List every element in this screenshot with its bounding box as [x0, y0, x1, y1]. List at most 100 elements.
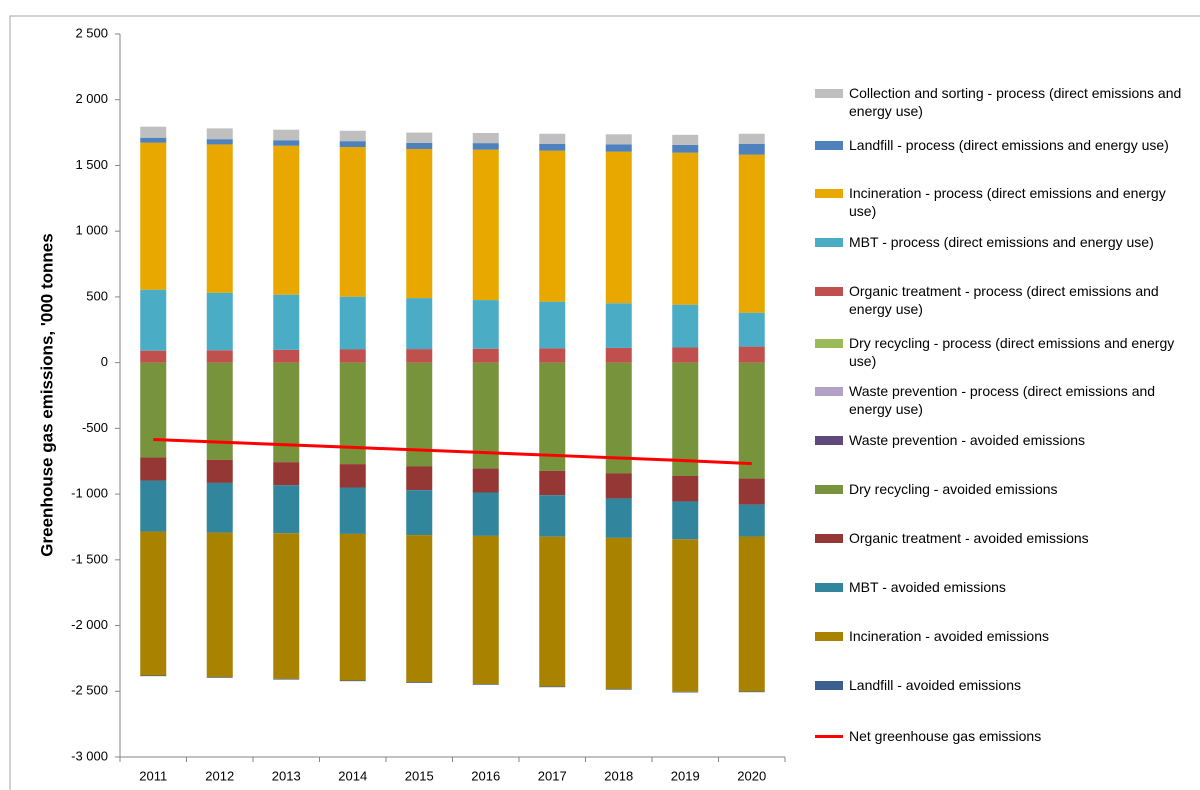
bar-segment	[206, 139, 233, 145]
y-tick-label: -1 500	[71, 551, 108, 566]
bar-segment	[605, 151, 632, 304]
bar-segment	[140, 350, 167, 363]
y-axis-title: Greenhouse gas emissions, '000 tonnes	[37, 233, 56, 556]
bar-segment	[738, 312, 765, 347]
bar-segment	[738, 504, 765, 537]
bar-segment	[406, 466, 433, 491]
bar-segment	[472, 535, 499, 685]
legend-entry: MBT - process (direct emissions and ener…	[815, 233, 1195, 251]
legend-entry: Organic treatment - process (direct emis…	[815, 282, 1195, 318]
bar-segment	[472, 132, 499, 144]
bar-segment	[406, 298, 433, 350]
legend-label: Dry recycling - avoided emissions	[849, 481, 1058, 497]
bar-segment	[605, 498, 632, 538]
y-tick-label: 1 000	[75, 223, 108, 238]
bar-segment	[539, 536, 566, 687]
bar-segment	[140, 362, 167, 458]
bar-segment	[472, 300, 499, 349]
bar-segment	[206, 292, 233, 351]
x-tick-label: 2015	[405, 768, 434, 783]
bar-segment	[738, 362, 765, 479]
bar-segment	[605, 362, 632, 474]
bar-segment	[605, 473, 632, 499]
bar-segment	[406, 132, 433, 143]
bar-segment	[539, 470, 566, 496]
legend-entry: Landfill - process (direct emissions and…	[815, 136, 1195, 154]
legend-label: Landfill - process (direct emissions and…	[849, 137, 1169, 153]
bar-segment	[406, 349, 433, 363]
legend-swatch	[815, 632, 843, 641]
bar-segment	[273, 678, 300, 680]
y-tick-label: -2 000	[71, 617, 108, 632]
bar-segment	[605, 303, 632, 348]
legend-entry: Organic treatment - avoided emissions	[815, 529, 1195, 547]
bar-segment	[140, 457, 167, 481]
bar-segment	[339, 296, 366, 350]
bar-segment	[472, 684, 499, 685]
bar-segment	[738, 154, 765, 313]
legend-label: Organic treatment - avoided emissions	[849, 530, 1089, 546]
bar-segment	[273, 294, 300, 350]
bar-segment	[672, 304, 699, 348]
chart-border	[9, 15, 1200, 790]
y-tick-label: 1 500	[75, 157, 108, 172]
legend-entry: Waste prevention - process (direct emiss…	[815, 382, 1195, 418]
bar-segment	[339, 141, 366, 148]
legend-swatch	[815, 534, 843, 543]
legend-swatch	[815, 238, 843, 247]
bar-segment	[206, 482, 233, 533]
bar-segment	[738, 536, 765, 692]
bar-segment	[406, 535, 433, 683]
bar-segment	[273, 129, 300, 141]
bar-segment	[339, 487, 366, 534]
bar-segment	[339, 130, 366, 142]
bar-segment	[206, 459, 233, 483]
bar-segment	[738, 346, 765, 363]
bar-segment	[273, 349, 300, 363]
legend-swatch	[815, 387, 843, 396]
bar-segment	[206, 144, 233, 293]
bar-segment	[539, 362, 566, 471]
bar-segment	[339, 464, 366, 488]
legend-swatch	[815, 287, 843, 296]
legend-swatch	[815, 436, 843, 445]
y-tick-label: -1 000	[71, 486, 108, 501]
x-tick-label: 2018	[604, 768, 633, 783]
legend-swatch	[815, 583, 843, 592]
bar-segment	[672, 539, 699, 692]
bar-segment	[140, 142, 167, 290]
bar-segment	[339, 147, 366, 297]
bar-segment	[539, 133, 566, 144]
bar-segment	[738, 133, 765, 144]
legend-label: Waste prevention - avoided emissions	[849, 432, 1086, 448]
bar-segment	[339, 533, 366, 681]
bar-segment	[672, 152, 699, 305]
bar-segment	[140, 531, 167, 676]
bar-segment	[738, 691, 765, 693]
x-tick-label: 2020	[737, 768, 766, 783]
bar-segment	[539, 686, 566, 688]
bar-segment	[738, 143, 765, 155]
legend-swatch	[815, 141, 843, 150]
bar-segment	[140, 675, 167, 677]
legend-label: Landfill - avoided emissions	[849, 677, 1021, 693]
bar-segment	[605, 689, 632, 690]
legend-entry: Dry recycling - process (direct emission…	[815, 334, 1195, 370]
bar-segment	[672, 134, 699, 145]
bar-segment	[406, 682, 433, 683]
x-tick-label: 2019	[671, 768, 700, 783]
legend-label: MBT - avoided emissions	[849, 579, 1006, 595]
bar-segment	[539, 301, 566, 349]
bar-segment	[206, 350, 233, 363]
x-tick-label: 2016	[471, 768, 500, 783]
legend-entry: Net greenhouse gas emissions	[815, 727, 1195, 745]
legend-swatch	[815, 339, 843, 348]
bar-segment	[273, 362, 300, 463]
bar-segment	[472, 149, 499, 301]
bar-segment	[539, 495, 566, 537]
y-tick-label: 2 000	[75, 91, 108, 106]
legend-swatch	[815, 681, 843, 690]
legend-label: Waste prevention - process (direct emiss…	[849, 383, 1156, 417]
bar-segment	[273, 145, 300, 295]
